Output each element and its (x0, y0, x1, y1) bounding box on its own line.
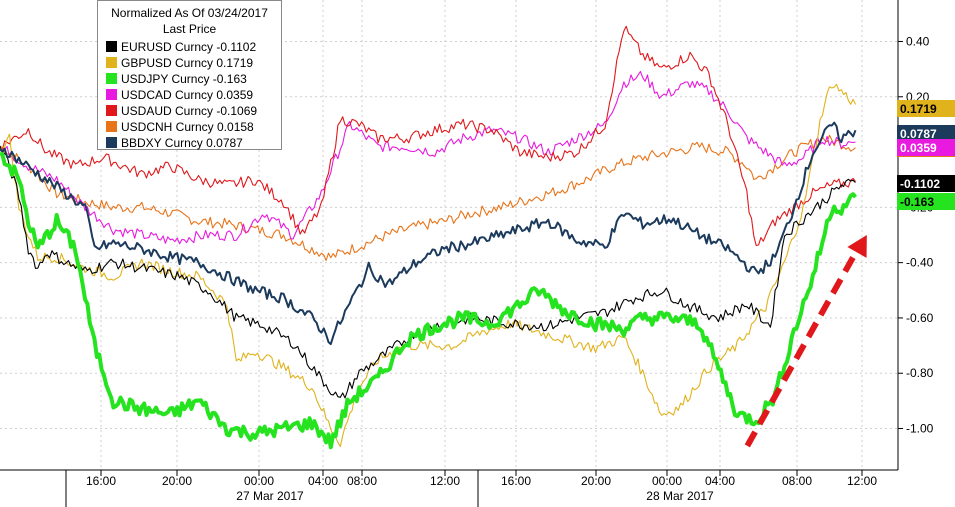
x-tick-label: 12:00 (430, 474, 460, 488)
x-tick-label: 08:00 (782, 474, 812, 488)
legend-title-line2: Last Price (162, 22, 217, 36)
value-tag-usdcad: 0.0359 (897, 139, 955, 156)
legend: Normalized As Of 03/24/2017 Last Price E… (97, 0, 282, 150)
legend-label: BBDXY Curncy 0.0787 (121, 135, 243, 150)
legend-label: USDAUD Curncy -0.1069 (121, 103, 258, 118)
legend-entry: EURUSD Curncy -0.1102 (106, 39, 256, 54)
value-tag-bbdxy: 0.0787 (897, 125, 955, 142)
legend-swatch (106, 137, 117, 148)
legend-swatch (106, 41, 117, 52)
series-line-bbdxy (0, 121, 857, 346)
series-line-usdjpy (0, 151, 858, 450)
legend-entry: GBPUSD Curncy 0.1719 (106, 55, 253, 70)
legend-label: USDCNH Curncy 0.0158 (121, 119, 254, 134)
x-tick-label: 16:00 (86, 474, 116, 488)
x-tick-label: 00:00 (244, 474, 274, 488)
legend-entry: USDJPY Curncy -0.163 (106, 71, 247, 86)
x-tick-label: 20:00 (581, 474, 611, 488)
legend-label: GBPUSD Curncy 0.1719 (121, 55, 254, 70)
legend-swatch (106, 105, 117, 116)
y-tick-label: -1.00 (906, 422, 934, 436)
y-tick-label: -0.60 (906, 311, 934, 325)
legend-label: EURUSD Curncy -0.1102 (121, 39, 257, 54)
annotation-layer (744, 235, 867, 448)
legend-entry: USDAUD Curncy -0.1069 (106, 103, 257, 118)
legend-label: USDJPY Curncy -0.163 (121, 71, 247, 86)
legend-swatch (106, 89, 117, 100)
legend-title-line1: Normalized As Of 03/24/2017 (111, 6, 268, 20)
x-tick-label: 20:00 (162, 474, 192, 488)
series-line-usdcad (0, 70, 856, 245)
annotation-arrow-shaft (744, 245, 862, 448)
x-tick-label: 12:00 (847, 474, 877, 488)
legend-swatch (106, 121, 117, 132)
series-layer (0, 25, 858, 450)
value-tag-usdjpy: -0.163 (897, 193, 955, 210)
x-tick-label: 04:00 (308, 474, 338, 488)
legend-swatch (106, 57, 117, 68)
legend-label: USDCAD Curncy 0.0359 (121, 87, 254, 102)
legend-entry: USDCAD Curncy 0.0359 (106, 87, 253, 102)
x-tick-label: 04:00 (705, 474, 735, 488)
x-date-label: 27 Mar 2017 (236, 489, 304, 503)
x-tick-label: 16:00 (501, 474, 531, 488)
legend-entry: USDCNH Curncy 0.0158 (106, 119, 254, 134)
series-line-usdcnh (0, 134, 856, 262)
axis-layer: 0.400.20-0.20-0.40-0.60-0.80-1.0016:0020… (0, 0, 934, 507)
legend-entry: BBDXY Curncy 0.0787 (106, 135, 243, 150)
y-tick-label: -0.40 (906, 256, 934, 270)
y-tick-label: -0.80 (906, 366, 934, 380)
value-tag-gbpusd: 0.1719 (897, 100, 955, 117)
x-tick-label: 00:00 (652, 474, 682, 488)
x-tick-label: 08:00 (347, 474, 377, 488)
annotation-arrow-head (847, 235, 867, 258)
value-tag-eurusd: -0.1102 (897, 175, 955, 192)
series-line-gbpusd (0, 83, 856, 448)
legend-swatch (106, 73, 117, 84)
y-tick-label: 0.40 (906, 34, 930, 48)
series-line-usdaud (0, 25, 856, 247)
x-date-label: 28 Mar 2017 (646, 489, 714, 503)
